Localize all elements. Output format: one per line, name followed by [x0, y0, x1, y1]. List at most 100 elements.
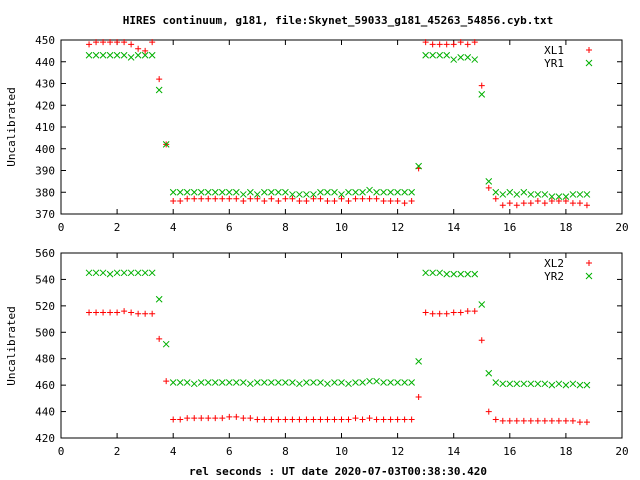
top-xl1-point: [254, 195, 261, 202]
bottom-xl2-point: [296, 416, 303, 423]
top-xl1-point: [156, 76, 163, 83]
bottom-yr2-point: [92, 269, 100, 277]
top-xl1-point: [233, 195, 240, 202]
top-y-tick-label: 430: [35, 78, 55, 91]
bottom-yr2-point: [422, 269, 430, 277]
top-yr1-point: [141, 51, 149, 59]
bottom-legend-marker: [586, 260, 592, 266]
top-x-tick-label: 4: [170, 221, 177, 234]
top-y-tick-label: 400: [35, 143, 55, 156]
top-xl1-point: [548, 197, 555, 204]
top-xl1-point: [534, 197, 541, 204]
top-xl1-point: [114, 39, 121, 46]
top-x-tick-label: 0: [58, 221, 65, 234]
top-y-tick-label: 450: [35, 34, 55, 47]
top-yr1-point: [225, 188, 233, 196]
bottom-yr2-point: [562, 381, 570, 389]
top-yr1-point: [471, 56, 479, 63]
bottom-yr2-point: [162, 340, 170, 348]
bottom-yr2-point: [134, 269, 142, 277]
top-yr1-point: [331, 188, 338, 196]
top-xl1-point: [408, 197, 415, 204]
top-yr1-point: [106, 51, 114, 59]
bottom-xl2-point: [576, 419, 583, 426]
top-xl1-point: [226, 195, 233, 202]
top-xl1-point: [555, 197, 562, 204]
bottom-yr2-point: [387, 379, 394, 386]
bottom-yr2-point: [261, 379, 268, 386]
top-yr1-point: [211, 188, 219, 196]
top-xl1-point: [296, 197, 303, 204]
top-xl1-point: [240, 197, 247, 204]
top-x-tick-label: 18: [559, 221, 572, 234]
bottom-xl2-point: [233, 413, 240, 420]
bottom-marks: [85, 269, 591, 426]
top-yr1-point: [218, 188, 226, 196]
bottom-xl2-point: [135, 310, 142, 317]
bottom-yr2-point: [253, 379, 261, 386]
top-yr1-point: [162, 141, 170, 148]
bottom-xl2-point: [443, 310, 450, 317]
top-xl1-point: [268, 195, 275, 202]
top-yr1-point: [408, 188, 415, 196]
bottom-x-tick-label: 12: [391, 445, 404, 458]
top-y-tick-label: 410: [35, 121, 55, 134]
bottom-yr2-point: [155, 295, 163, 303]
top-yr1-point: [190, 188, 198, 196]
bottom-y-tick-label: 500: [35, 326, 55, 339]
bottom-yr2-point: [183, 379, 191, 386]
top-xl1-point: [366, 195, 373, 202]
bottom-yr2-point: [520, 380, 528, 388]
top-xl1-point: [499, 202, 506, 209]
bottom-xl2-point: [422, 309, 429, 316]
top-yr1-point: [583, 191, 591, 198]
bottom-xl2-point: [107, 309, 114, 316]
bottom-yr2-point: [450, 270, 458, 278]
bottom-yr2-point: [548, 381, 556, 389]
bottom-yr2-point: [303, 379, 310, 386]
bottom-yr2-point: [176, 379, 184, 386]
top-yr1-point: [534, 191, 542, 198]
bottom-yr2-point: [359, 379, 366, 386]
top-yr1-point: [127, 54, 135, 61]
top-ticks: 0 2 4 6 8 10 12 14 16 18 20 370 380 390 400 410 420 430 44…: [35, 34, 629, 234]
bottom-xl2-point: [401, 416, 408, 423]
top-yr1-point: [415, 162, 422, 170]
bottom-xl2-point: [289, 416, 296, 423]
top-yr1-point: [120, 51, 128, 59]
top-yr1-point: [317, 188, 324, 196]
top-xl1-point: [317, 195, 324, 202]
top-yr1-point: [246, 188, 254, 196]
bottom-xl2-point: [450, 309, 457, 316]
bottom-yr2-point: [506, 380, 514, 388]
top-xl1-point: [562, 197, 569, 204]
bottom-yr2-point: [204, 379, 212, 386]
top-xl1-point: [212, 195, 219, 202]
bottom-x-tick-label: 4: [170, 445, 177, 458]
bottom-xl2-point: [394, 416, 401, 423]
bottom-xl2-point: [247, 415, 254, 422]
bottom-yr2-point: [492, 379, 500, 386]
top-yr1-point: [275, 188, 282, 196]
bottom-yr2-point: [541, 380, 549, 388]
top-yr1-point: [548, 193, 556, 200]
top-yr1-point: [338, 191, 345, 198]
top-xl1-point: [170, 197, 177, 204]
top-yr1-point: [562, 193, 570, 200]
bottom-y-tick-label: 520: [35, 300, 55, 313]
top-yr1-point: [303, 191, 310, 198]
top-xl1-point: [429, 41, 436, 48]
top-legend-label: YR1: [544, 57, 564, 70]
top-xl1-point: [450, 41, 457, 48]
top-xl1-point: [576, 200, 583, 207]
top-xl1-point: [422, 39, 429, 46]
bottom-xl2-point: [387, 416, 394, 423]
bottom-xl2-point: [254, 416, 261, 423]
top-xl1-point: [219, 195, 226, 202]
top-xl1-point: [338, 195, 345, 202]
top-yr1-point: [289, 191, 296, 198]
top-panel: Uncalibrated 0 2 4 6 8 10 12 14 16 18 20 370 380 390 4…: [5, 34, 629, 234]
top-xl1-point: [107, 39, 114, 46]
bottom-xl2-point: [163, 378, 170, 385]
